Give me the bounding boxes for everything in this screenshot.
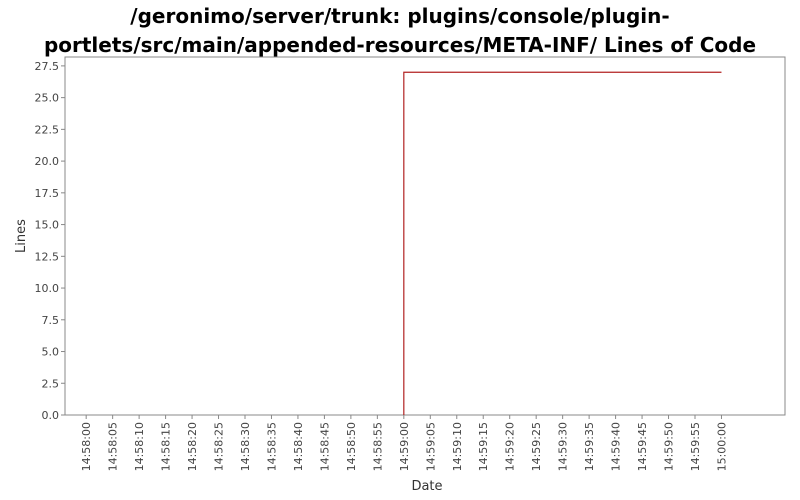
- x-tick-label: 14:58:40: [292, 422, 305, 471]
- chart-title-line-2: portlets/src/main/appended-resources/MET…: [43, 33, 757, 57]
- x-axis: 14:58:00 14:58:05 14:58:10 14:58:15 14:58:20…: [80, 415, 728, 471]
- x-tick-label: 14:59:15: [477, 422, 490, 471]
- x-tick-label: 14:58:50: [345, 422, 358, 471]
- y-axis: 0.0 2.5 5.0 7.5 10.0 12.5 15.0 17.5 20.0 22.5 25.0…: [35, 60, 65, 422]
- y-tick-label: 17.5: [35, 187, 60, 200]
- y-tick-label: 15.0: [35, 219, 60, 232]
- x-tick-label: 14:58:45: [318, 422, 331, 471]
- y-tick-label: 22.5: [35, 123, 60, 136]
- x-tick-label: 14:58:55: [371, 422, 384, 471]
- x-tick-label: 14:59:50: [663, 422, 676, 471]
- x-tick-label: 14:58:25: [213, 422, 226, 471]
- x-tick-label: 14:59:10: [451, 422, 464, 471]
- x-tick-label: 14:58:10: [133, 422, 146, 471]
- x-tick-label: 14:58:00: [80, 422, 93, 471]
- x-tick-label: 15:00:00: [715, 422, 728, 471]
- y-tick-label: 12.5: [35, 250, 60, 263]
- x-tick-label: 14:59:20: [504, 422, 517, 471]
- x-tick-label: 14:59:00: [398, 422, 411, 471]
- x-tick-label: 14:58:30: [239, 422, 252, 471]
- plot-area: [64, 56, 786, 416]
- x-tick-label: 14:59:45: [636, 422, 649, 471]
- y-tick-label: 25.0: [35, 92, 60, 105]
- chart-title: /geronimo/server/trunk: plugins/console/…: [0, 2, 800, 60]
- x-tick-label: 14:59:25: [530, 422, 543, 471]
- y-tick-label: 20.0: [35, 155, 60, 168]
- x-tick-label: 14:59:30: [557, 422, 570, 471]
- x-tick-label: 14:59:05: [424, 422, 437, 471]
- chart-title-line-1: /geronimo/server/trunk: plugins/console/…: [130, 4, 670, 28]
- x-tick-label: 14:59:55: [689, 422, 702, 471]
- y-axis-label: Lines: [14, 219, 29, 253]
- x-tick-label: 14:58:05: [107, 422, 120, 471]
- x-tick-label: 14:59:40: [610, 422, 623, 471]
- x-tick-label: 14:58:15: [160, 422, 173, 471]
- y-tick-label: 27.5: [35, 60, 60, 73]
- x-axis-label: Date: [411, 479, 442, 494]
- y-tick-label: 10.0: [35, 282, 60, 295]
- y-tick-label: 0.0: [42, 409, 60, 422]
- x-tick-label: 14:59:35: [583, 422, 596, 471]
- x-tick-label: 14:58:20: [186, 422, 199, 471]
- y-tick-label: 2.5: [42, 377, 60, 390]
- y-tick-label: 7.5: [42, 314, 60, 327]
- y-tick-label: 5.0: [42, 346, 60, 359]
- series-layer: [403, 71, 722, 416]
- x-tick-label: 14:58:35: [265, 422, 278, 471]
